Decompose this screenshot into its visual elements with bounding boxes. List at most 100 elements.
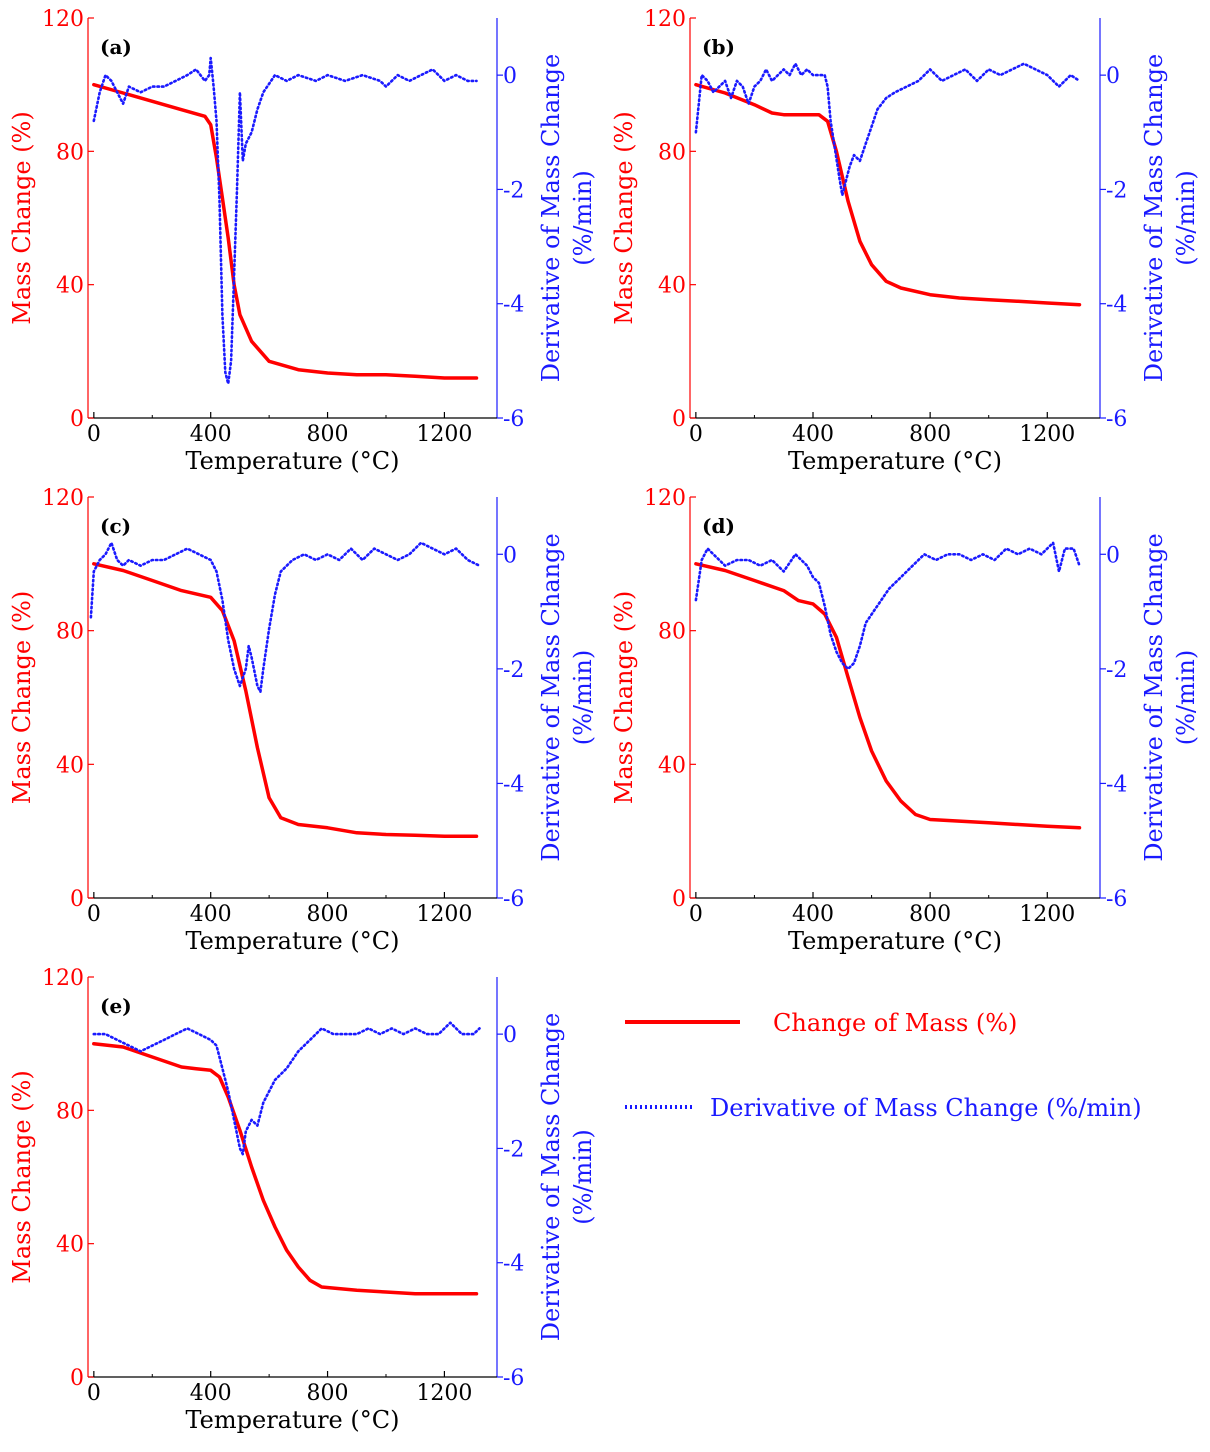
panel-label: (a) bbox=[100, 35, 132, 59]
legend: Change of Mass (%) Derivative of Mass Ch… bbox=[625, 1009, 1142, 1122]
left-tick-label: 120 bbox=[42, 966, 84, 991]
mass-change-series-line bbox=[92, 562, 479, 838]
bottom-tick-label: 1200 bbox=[1019, 422, 1075, 447]
left-tick-label: 80 bbox=[56, 1099, 84, 1124]
y2-axis-label-line2: (%/min) bbox=[1172, 650, 1200, 746]
x-axis-label: Temperature (°C) bbox=[186, 1406, 400, 1434]
left-tick-label: 0 bbox=[672, 407, 686, 432]
mass-change-series-line bbox=[694, 82, 1082, 307]
left-tick-label: 120 bbox=[644, 7, 686, 32]
x-axis-label: Temperature (°C) bbox=[186, 447, 400, 475]
y2-axis-label-line1: Derivative of Mass Change bbox=[537, 533, 565, 861]
derivative-series-line bbox=[92, 56, 478, 385]
panel-label: (b) bbox=[702, 35, 735, 59]
y2-axis-label-line2: (%/min) bbox=[569, 170, 597, 266]
left-tick-label: 0 bbox=[70, 1366, 84, 1391]
right-tick-label: -4 bbox=[1106, 293, 1127, 318]
right-tick-label: -2 bbox=[1106, 178, 1127, 203]
bottom-tick-label: 1200 bbox=[416, 1381, 472, 1406]
y-axis-label: Mass Change (%) bbox=[8, 111, 36, 324]
right-tick-label: -2 bbox=[1106, 658, 1127, 683]
bottom-tick-label: 400 bbox=[190, 902, 232, 927]
right-tick-label: 0 bbox=[503, 543, 517, 568]
right-tick-label: -6 bbox=[1106, 407, 1127, 432]
panel-label: (e) bbox=[100, 994, 132, 1018]
bottom-tick-label: 1200 bbox=[416, 422, 472, 447]
y-axis-label: Mass Change (%) bbox=[8, 591, 36, 804]
legend-derivative-label: Derivative of Mass Change (%/min) bbox=[710, 1094, 1142, 1122]
right-tick-label: 0 bbox=[1106, 543, 1120, 568]
right-tick-label: -6 bbox=[503, 407, 524, 432]
left-tick-label: 0 bbox=[70, 887, 84, 912]
left-tick-label: 80 bbox=[658, 620, 686, 645]
left-tick-label: 80 bbox=[658, 140, 686, 165]
y2-axis-label-line1: Derivative of Mass Change bbox=[1140, 54, 1168, 382]
derivative-series-line bbox=[694, 62, 1081, 197]
right-tick-label: -6 bbox=[503, 887, 524, 912]
right-tick-label: -4 bbox=[503, 772, 524, 797]
right-tick-label: 0 bbox=[503, 64, 517, 89]
left-tick-label: 120 bbox=[42, 7, 84, 32]
right-tick-label: -6 bbox=[503, 1366, 524, 1391]
right-tick-label: -2 bbox=[503, 1137, 524, 1162]
y2-axis-label-line1: Derivative of Mass Change bbox=[1140, 533, 1168, 861]
bottom-tick-label: 400 bbox=[792, 902, 834, 927]
left-tick-label: 40 bbox=[658, 274, 686, 299]
x-axis-label: Temperature (°C) bbox=[788, 447, 1002, 475]
right-tick-label: 0 bbox=[503, 1023, 517, 1048]
bottom-tick-label: 800 bbox=[307, 1381, 349, 1406]
x-axis-label: Temperature (°C) bbox=[788, 927, 1002, 955]
x-axis-label: Temperature (°C) bbox=[186, 927, 400, 955]
bottom-tick-label: 0 bbox=[87, 902, 101, 927]
left-tick-label: 0 bbox=[70, 407, 84, 432]
mass-change-series-line bbox=[694, 562, 1082, 830]
left-tick-label: 80 bbox=[56, 140, 84, 165]
right-tick-label: -6 bbox=[1106, 887, 1127, 912]
y-axis-label: Mass Change (%) bbox=[8, 1070, 36, 1283]
bottom-tick-label: 800 bbox=[909, 422, 951, 447]
bottom-tick-label: 400 bbox=[792, 422, 834, 447]
y2-axis-label-line1: Derivative of Mass Change bbox=[537, 54, 565, 382]
panel-label: (d) bbox=[702, 514, 735, 538]
left-tick-label: 80 bbox=[56, 620, 84, 645]
derivative-series-line bbox=[92, 1021, 481, 1156]
right-tick-label: 0 bbox=[1106, 64, 1120, 89]
left-tick-label: 40 bbox=[56, 753, 84, 778]
panel-label: (c) bbox=[100, 514, 131, 538]
left-tick-label: 40 bbox=[56, 1233, 84, 1258]
bottom-tick-label: 0 bbox=[689, 902, 703, 927]
bottom-tick-label: 1200 bbox=[1019, 902, 1075, 927]
bottom-tick-label: 1200 bbox=[416, 902, 472, 927]
bottom-tick-label: 800 bbox=[909, 902, 951, 927]
right-tick-label: -4 bbox=[503, 293, 524, 318]
mass-change-series-line bbox=[92, 1041, 479, 1296]
y2-axis-label-line2: (%/min) bbox=[569, 650, 597, 746]
y2-axis-label-line1: Derivative of Mass Change bbox=[537, 1013, 565, 1341]
left-tick-label: 120 bbox=[42, 486, 84, 511]
y-axis-label: Mass Change (%) bbox=[610, 111, 638, 324]
y2-axis-label-line2: (%/min) bbox=[569, 1129, 597, 1225]
right-tick-label: -4 bbox=[503, 1252, 524, 1277]
left-tick-label: 120 bbox=[644, 486, 686, 511]
bottom-tick-label: 400 bbox=[190, 422, 232, 447]
bottom-tick-label: 0 bbox=[689, 422, 703, 447]
right-tick-label: -4 bbox=[1106, 772, 1127, 797]
y-axis-label: Mass Change (%) bbox=[610, 591, 638, 804]
right-tick-label: -2 bbox=[503, 178, 524, 203]
bottom-tick-label: 800 bbox=[307, 902, 349, 927]
derivative-series-line bbox=[89, 541, 481, 694]
mass-change-series-line bbox=[92, 82, 479, 380]
bottom-tick-label: 0 bbox=[87, 422, 101, 447]
derivative-series-line bbox=[694, 541, 1081, 671]
right-tick-label: -2 bbox=[503, 658, 524, 683]
y2-axis-label-line2: (%/min) bbox=[1172, 170, 1200, 266]
bottom-tick-label: 800 bbox=[307, 422, 349, 447]
legend-mass-label: Change of Mass (%) bbox=[773, 1009, 1017, 1037]
left-tick-label: 40 bbox=[658, 753, 686, 778]
